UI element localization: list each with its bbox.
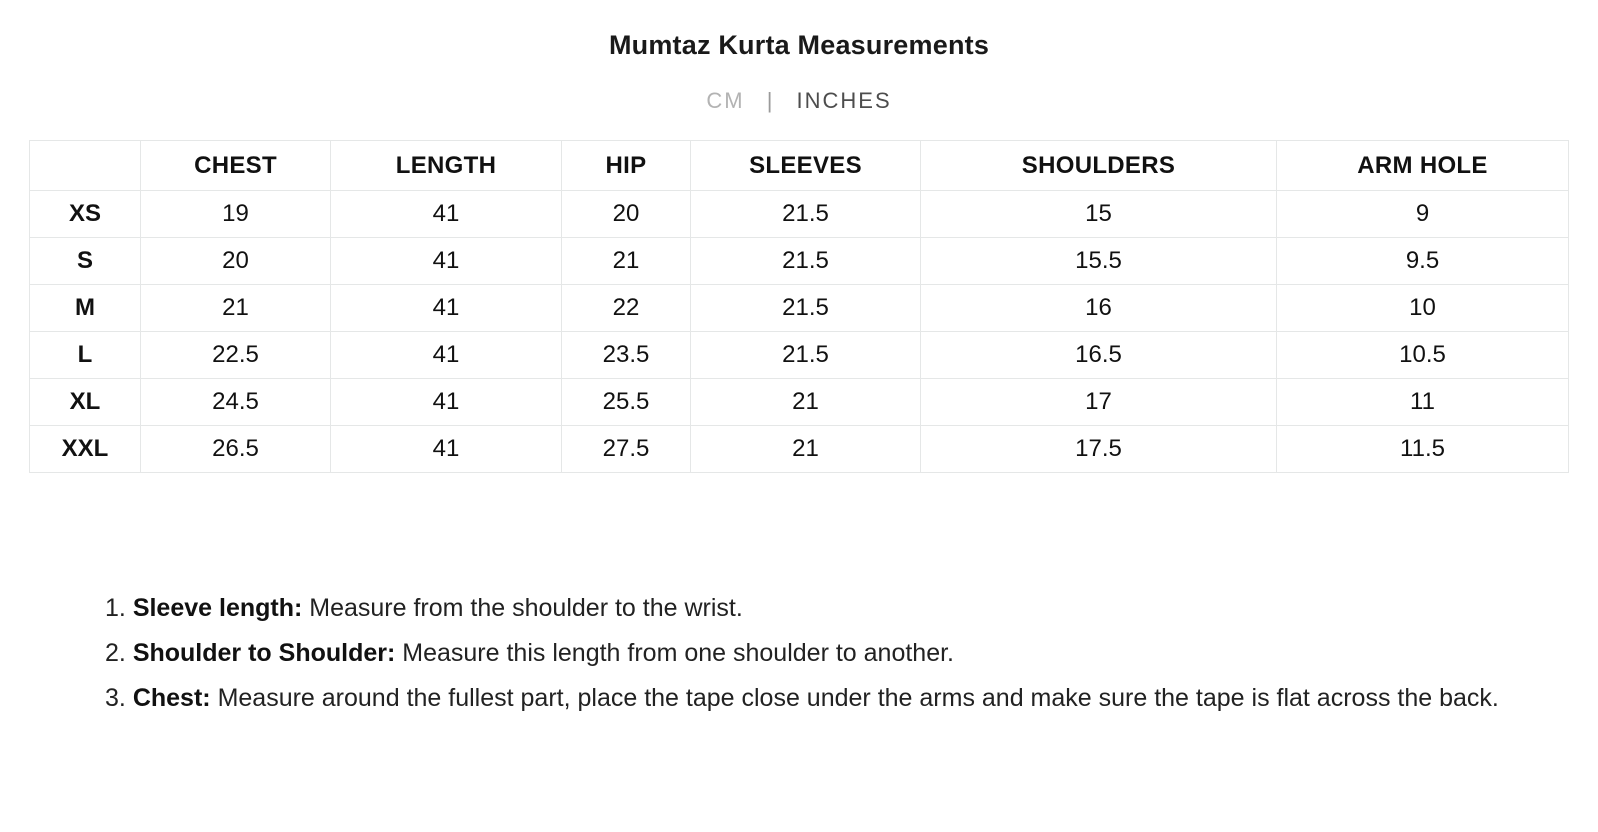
table-row: M 21 41 22 21.5 16 10	[29, 284, 1569, 332]
column-header: LENGTH	[330, 140, 562, 191]
measurement-cell: 11	[1276, 378, 1569, 426]
measurement-cell: 11.5	[1276, 425, 1569, 473]
table-row: XL 24.5 41 25.5 21 17 11	[29, 378, 1569, 426]
size-label: S	[29, 237, 141, 285]
measurement-cell: 22	[561, 284, 691, 332]
note-number: 3.	[105, 684, 126, 712]
table-row: S 20 41 21 21.5 15.5 9.5	[29, 237, 1569, 285]
column-header: HIP	[561, 140, 691, 191]
measurement-cell: 41	[330, 425, 562, 473]
measurement-cell: 20	[561, 190, 691, 238]
table-body: XS 19 41 20 21.5 15 9 S 20 41 21 21.5 15.5 9.5 M 21 41 22…	[29, 190, 1569, 473]
header-row: CHEST LENGTH HIP SLEEVES SHOULDERS ARM HOLE	[29, 140, 1569, 191]
measurement-cell: 41	[330, 331, 562, 379]
measurement-cell: 21	[140, 284, 331, 332]
measurement-cell: 15	[920, 190, 1277, 238]
note-number: 2.	[105, 639, 126, 667]
measurement-cell: 9	[1276, 190, 1569, 238]
measurement-cell: 16	[920, 284, 1277, 332]
measurement-cell: 16.5	[920, 331, 1277, 379]
measurement-cell: 21	[690, 378, 921, 426]
measurement-cell: 21	[690, 425, 921, 473]
note-label: Sleeve length:	[132, 594, 303, 622]
size-label: XL	[29, 378, 141, 426]
measurement-cell: 41	[330, 190, 562, 238]
note-text: Measure from the shoulder to the wrist.	[309, 594, 743, 622]
measurement-cell: 24.5	[140, 378, 331, 426]
measurement-cell: 25.5	[561, 378, 691, 426]
measurement-cell: 20	[140, 237, 331, 285]
unit-toggle-divider: |	[766, 88, 775, 113]
measurement-cell: 10	[1276, 284, 1569, 332]
size-label: XXL	[29, 425, 141, 473]
measurement-cell: 22.5	[140, 331, 331, 379]
note-label: Shoulder to Shoulder:	[132, 639, 396, 667]
note-item-2: 2. Shoulder to Shoulder: Measure this le…	[105, 631, 1525, 676]
measurement-cell: 15.5	[920, 237, 1277, 285]
column-header: SHOULDERS	[920, 140, 1277, 191]
measurement-cell: 21.5	[690, 284, 921, 332]
measurement-cell: 17.5	[920, 425, 1277, 473]
measurement-cell: 41	[330, 284, 562, 332]
measurement-cell: 21.5	[690, 190, 921, 238]
note-label: Chest:	[132, 684, 211, 712]
column-header	[29, 140, 141, 191]
size-chart-page: Mumtaz Kurta Measurements CM | INCHES CH…	[0, 30, 1598, 721]
measurement-cell: 23.5	[561, 331, 691, 379]
column-header: CHEST	[140, 140, 331, 191]
size-label: M	[29, 284, 141, 332]
unit-toggle-inches[interactable]: INCHES	[796, 88, 892, 113]
measurement-cell: 21	[561, 237, 691, 285]
measurement-cell: 17	[920, 378, 1277, 426]
measurement-cell: 21.5	[690, 237, 921, 285]
measurement-cell: 41	[330, 378, 562, 426]
measurement-cell: 26.5	[140, 425, 331, 473]
note-text: Measure around the fullest part, place t…	[217, 684, 1499, 712]
table-row: L 22.5 41 23.5 21.5 16.5 10.5	[29, 331, 1569, 379]
note-item-3: 3. Chest: Measure around the fullest par…	[105, 676, 1525, 721]
measurements-table: CHEST LENGTH HIP SLEEVES SHOULDERS ARM HOLE X…	[29, 140, 1569, 473]
measurement-cell: 21.5	[690, 331, 921, 379]
unit-toggle-cm[interactable]: CM	[706, 88, 745, 113]
column-header: ARM HOLE	[1276, 140, 1569, 191]
measurement-cell: 10.5	[1276, 331, 1569, 379]
table-row: XXL 26.5 41 27.5 21 17.5 11.5	[29, 425, 1569, 473]
table-row: XS 19 41 20 21.5 15 9	[29, 190, 1569, 238]
note-item-1: 1. Sleeve length: Measure from the shoul…	[105, 586, 1525, 631]
size-label: L	[29, 331, 141, 379]
measurement-cell: 19	[140, 190, 331, 238]
measurement-cell: 9.5	[1276, 237, 1569, 285]
measurement-cell: 27.5	[561, 425, 691, 473]
measurement-cell: 41	[330, 237, 562, 285]
note-text: Measure this length from one shoulder to…	[402, 639, 954, 667]
measurement-notes: 1. Sleeve length: Measure from the shoul…	[105, 586, 1525, 721]
column-header: SLEEVES	[690, 140, 921, 191]
unit-toggle: CM | INCHES	[0, 88, 1598, 114]
page-title: Mumtaz Kurta Measurements	[608, 30, 990, 60]
note-number: 1.	[105, 594, 126, 622]
size-label: XS	[29, 190, 141, 238]
